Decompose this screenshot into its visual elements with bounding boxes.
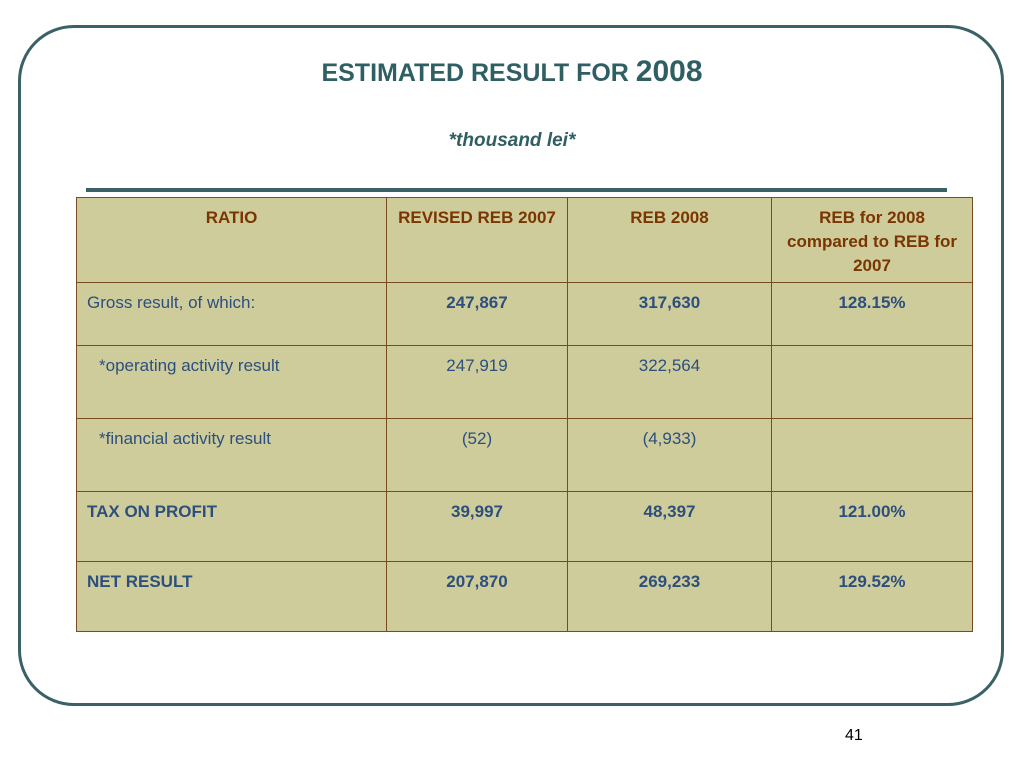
row-label: *operating activity result	[76, 345, 387, 419]
title-year: 2008	[635, 55, 703, 88]
cell-value: 129.52%	[771, 561, 973, 632]
cell-value: 247,919	[386, 345, 568, 419]
cell-value: 247,867	[386, 282, 568, 346]
table-row: Gross result, of which: 247,867 317,630 …	[76, 282, 973, 346]
table-header-row: RATIO REVISED REB 2007 REB 2008 REB for …	[76, 197, 973, 283]
cell-value: 207,870	[386, 561, 568, 632]
divider-rule	[86, 188, 947, 192]
table-row: *financial activity result (52) (4,933)	[76, 418, 973, 492]
cell-value: (4,933)	[567, 418, 772, 492]
cell-value: (52)	[386, 418, 568, 492]
slide-title: ESTIMATED RESULT FOR 2008	[0, 55, 1024, 89]
results-table: RATIO REVISED REB 2007 REB 2008 REB for …	[76, 197, 973, 632]
row-label: *financial activity result	[76, 418, 387, 492]
cell-value	[771, 345, 973, 419]
cell-value: 121.00%	[771, 491, 973, 562]
header-ratio: RATIO	[76, 197, 387, 283]
row-label: Gross result, of which:	[76, 282, 387, 346]
cell-value: 322,564	[567, 345, 772, 419]
slide-frame	[18, 25, 1004, 706]
cell-value: 48,397	[567, 491, 772, 562]
header-reb-comparison: REB for 2008 compared to REB for 2007	[771, 197, 973, 283]
row-label: TAX ON PROFIT	[76, 491, 387, 562]
cell-value: 269,233	[567, 561, 772, 632]
table-row: *operating activity result 247,919 322,5…	[76, 345, 973, 419]
cell-value: 128.15%	[771, 282, 973, 346]
page-number: 41	[845, 727, 863, 744]
cell-value	[771, 418, 973, 492]
row-label: NET RESULT	[76, 561, 387, 632]
cell-value: 317,630	[567, 282, 772, 346]
header-reb-2008: REB 2008	[567, 197, 772, 283]
title-text: ESTIMATED RESULT FOR	[321, 59, 636, 87]
cell-value: 39,997	[386, 491, 568, 562]
header-revised-reb-2007: REVISED REB 2007	[386, 197, 568, 283]
table-row: NET RESULT 207,870 269,233 129.52%	[76, 561, 973, 632]
slide-subtitle: *thousand lei*	[448, 130, 576, 151]
table-row: TAX ON PROFIT 39,997 48,397 121.00%	[76, 491, 973, 562]
